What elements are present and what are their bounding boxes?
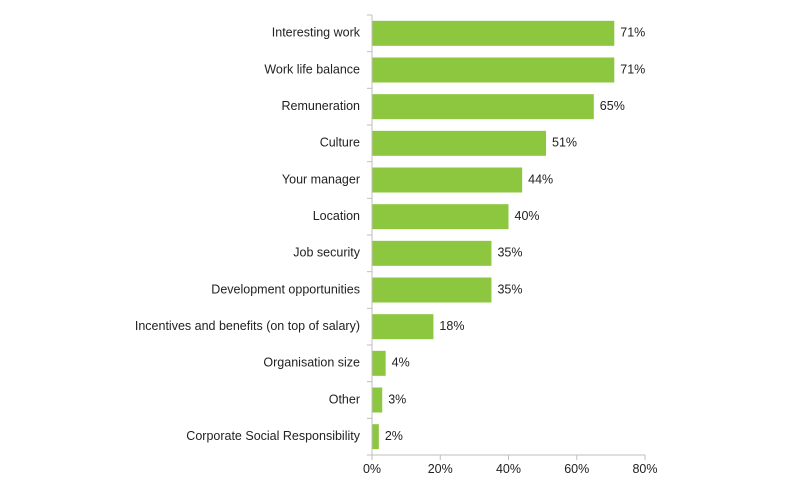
x-tick-label: 0% xyxy=(363,462,381,476)
category-label: Other xyxy=(329,392,360,406)
bar xyxy=(372,204,509,230)
bar xyxy=(372,424,379,450)
data-label: 35% xyxy=(497,246,522,260)
category-label: Development opportunities xyxy=(211,282,360,296)
data-label: 2% xyxy=(385,429,403,443)
bar xyxy=(372,20,615,46)
category-label: Remuneration xyxy=(281,99,360,113)
bar xyxy=(372,277,492,303)
data-label: 65% xyxy=(600,99,625,113)
data-label: 35% xyxy=(497,282,522,296)
data-label: 71% xyxy=(620,62,645,76)
x-tick-label: 40% xyxy=(496,462,521,476)
category-label: Location xyxy=(313,209,360,223)
bar xyxy=(372,240,492,266)
bar xyxy=(372,130,547,156)
bar xyxy=(372,314,434,340)
data-label: 18% xyxy=(439,319,464,333)
x-tick-label: 20% xyxy=(428,462,453,476)
data-label: 44% xyxy=(528,172,553,186)
category-label: Culture xyxy=(320,136,360,150)
bar xyxy=(372,167,523,193)
bar xyxy=(372,57,615,83)
data-label: 51% xyxy=(552,136,577,150)
category-label: Work life balance xyxy=(264,62,360,76)
category-label: Job security xyxy=(293,246,360,260)
category-label: Your manager xyxy=(282,172,360,186)
category-label: Incentives and benefits (on top of salar… xyxy=(135,319,360,333)
data-label: 71% xyxy=(620,26,645,40)
bar xyxy=(372,387,383,413)
data-label: 40% xyxy=(515,209,540,223)
category-label: Organisation size xyxy=(263,356,360,370)
data-label: 3% xyxy=(388,392,406,406)
x-tick-label: 60% xyxy=(564,462,589,476)
bar xyxy=(372,94,594,120)
category-label: Corporate Social Responsibility xyxy=(186,429,360,443)
x-tick-label: 80% xyxy=(632,462,657,476)
data-label: 4% xyxy=(392,356,410,370)
bar xyxy=(372,350,386,376)
category-label: Interesting work xyxy=(272,26,361,40)
